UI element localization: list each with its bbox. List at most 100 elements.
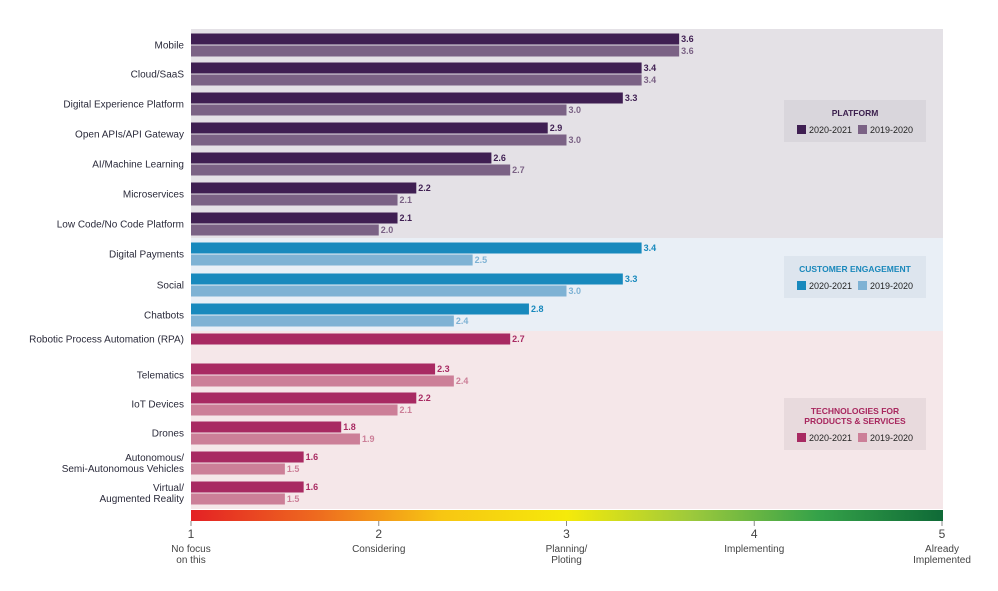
value-label-current: 3.3: [625, 93, 638, 103]
legend-box-1: [784, 256, 926, 298]
bar-current: [191, 392, 417, 404]
legend-swatch-previous: [858, 125, 867, 134]
legend-title-line: PLATFORM: [832, 108, 879, 118]
legend-label-previous: 2019-2020: [870, 433, 913, 443]
value-label-previous: 2.7: [512, 165, 525, 175]
scale-bar: [191, 510, 943, 521]
value-label-previous: 2.1: [400, 405, 413, 415]
category-label-line: Digital Payments: [109, 250, 184, 261]
value-label-current: 1.8: [343, 422, 356, 432]
legend-label-current: 2020-2021: [809, 281, 852, 291]
value-label-previous: 3.0: [569, 135, 582, 145]
value-label-current: 3.4: [644, 63, 657, 73]
category-label-line: Social: [157, 281, 184, 292]
legend-box-0: [784, 100, 926, 142]
category-label: IoT Devices: [131, 400, 184, 411]
bar-previous: [191, 254, 473, 266]
bar-current: [191, 363, 436, 375]
category-label: Telematics: [137, 371, 184, 382]
axis-tick-number: 1: [188, 527, 195, 541]
bar-current: [191, 421, 342, 433]
bar-previous: [191, 194, 398, 206]
bar-current: [191, 92, 623, 104]
category-label: Autonomous/Semi-Autonomous Vehicles: [62, 453, 185, 475]
value-label-previous: 1.9: [362, 434, 375, 444]
axis-tick-text: Planning/Ploting: [546, 544, 588, 566]
value-label-current: 2.6: [493, 153, 506, 163]
bar-previous: [191, 433, 360, 445]
category-label: Virtual/Augmented Reality: [100, 483, 185, 505]
bar-current: [191, 481, 304, 493]
category-label: Open APIs/API Gateway: [75, 130, 184, 141]
legend-title: PLATFORM: [832, 108, 879, 118]
legend-swatch-current: [797, 433, 806, 442]
axis-tick-text-line: on this: [176, 555, 205, 566]
bar-previous: [191, 45, 680, 57]
value-label-previous: 3.6: [681, 46, 694, 56]
value-label-current: 2.2: [418, 393, 431, 403]
value-label-previous: 3.4: [644, 75, 657, 85]
value-label-current: 2.2: [418, 183, 431, 193]
bar-previous: [191, 285, 567, 297]
category-label-line: IoT Devices: [131, 400, 184, 411]
category-label-line: Chatbots: [144, 311, 184, 322]
category-label: Digital Experience Platform: [63, 100, 184, 111]
category-label: Low Code/No Code Platform: [57, 220, 184, 231]
axis-tick-text: Considering: [352, 544, 405, 555]
legend-label-current: 2020-2021: [809, 433, 852, 443]
category-label-line: Semi-Autonomous Vehicles: [62, 464, 184, 475]
category-label: Microservices: [123, 190, 184, 201]
category-label: Robotic Process Automation (RPA): [29, 335, 184, 346]
bar-previous: [191, 104, 567, 116]
legend-label-current: 2020-2021: [809, 125, 852, 135]
value-label-current: 2.7: [512, 334, 525, 344]
bar-previous: [191, 224, 379, 236]
bar-previous: [191, 493, 285, 505]
bar-current: [191, 273, 623, 285]
bar-previous: [191, 404, 398, 416]
axis-tick-text: No focus on this: [171, 544, 210, 566]
bar-current: [191, 333, 511, 345]
value-label-current: 2.9: [550, 123, 563, 133]
bar-current: [191, 451, 304, 463]
category-label: Social: [157, 281, 184, 292]
bar-current: [191, 152, 492, 164]
value-label-current: 1.6: [306, 452, 319, 462]
axis-tick-text-line: No focus: [171, 544, 210, 555]
axis-tick-number: 3: [563, 527, 570, 541]
axis-tick-text-line: Implemented: [913, 555, 971, 566]
category-label: AI/Machine Learning: [92, 160, 184, 171]
category-label-line: AI/Machine Learning: [92, 160, 184, 171]
axis-tick-text-line: Planning/: [546, 544, 588, 555]
bar-previous: [191, 315, 454, 327]
legend-title-line: CUSTOMER ENGAGEMENT: [799, 264, 912, 274]
value-label-current: 2.8: [531, 304, 544, 314]
legend-swatch-previous: [858, 281, 867, 290]
legend-title: CUSTOMER ENGAGEMENT: [799, 264, 912, 274]
value-label-current: 2.1: [400, 213, 413, 223]
category-label-line: Mobile: [155, 41, 185, 52]
value-label-current: 3.4: [644, 243, 657, 253]
legend-label-previous: 2019-2020: [870, 125, 913, 135]
category-label-line: Low Code/No Code Platform: [57, 220, 184, 231]
bar-previous: [191, 164, 511, 176]
value-label-previous: 1.5: [287, 494, 300, 504]
category-label-line: Drones: [152, 429, 184, 440]
legend-title-line: TECHNOLOGIES FOR: [811, 406, 899, 416]
category-label: Mobile: [155, 41, 185, 52]
bar-current: [191, 212, 398, 224]
category-label-line: Telematics: [137, 371, 184, 382]
value-label-current: 1.6: [306, 482, 319, 492]
value-label-current: 3.3: [625, 274, 638, 284]
axis-tick-number: 5: [939, 527, 946, 541]
bar-previous: [191, 375, 454, 387]
bar-current: [191, 122, 548, 134]
value-label-previous: 2.4: [456, 316, 469, 326]
category-label: Cloud/SaaS: [131, 70, 185, 81]
axis-tick-text-line: Implementing: [724, 544, 784, 555]
category-label-line: Digital Experience Platform: [63, 100, 184, 111]
legend-box-2: [784, 398, 926, 450]
axis-tick-number: 4: [751, 527, 758, 541]
bar-current: [191, 33, 680, 45]
